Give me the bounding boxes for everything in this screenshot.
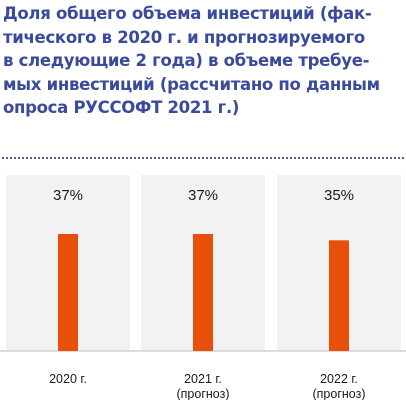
chart-title-line: в следующие 2 года) в объеме требуе-: [3, 51, 370, 70]
x-tick-label: 2020 г.: [49, 372, 87, 386]
x-tick-label: 2021 г.: [184, 372, 222, 386]
bar: [193, 234, 213, 351]
x-tick-label: 2022 г.: [320, 372, 358, 386]
title-divider: [2, 157, 404, 159]
bar: [329, 240, 349, 351]
chart-title: Доля общего объема инвестиций (фак- тиче…: [3, 2, 403, 120]
x-tick-label: (прогноз): [312, 387, 365, 400]
chart-bars: [58, 234, 349, 351]
chart-title-line: мых инвестиций (рассчитано по данным: [3, 74, 380, 94]
x-tick-label: (прогноз): [176, 387, 229, 400]
data-label: 35%: [324, 187, 354, 204]
chart-title-line: опроса РУССОФТ 2021 г.): [3, 98, 240, 117]
chart-title-line: тического в 2020 г. и прогнозируемого: [3, 27, 365, 47]
chart-title-line: Доля общего объема инвестиций (фак-: [3, 4, 372, 23]
data-label: 37%: [188, 187, 218, 204]
chart-labels: 37%2020 г.37%2021 г.(прогноз)35%2022 г.(…: [49, 187, 365, 400]
data-label: 37%: [53, 187, 83, 204]
bar: [58, 234, 78, 351]
